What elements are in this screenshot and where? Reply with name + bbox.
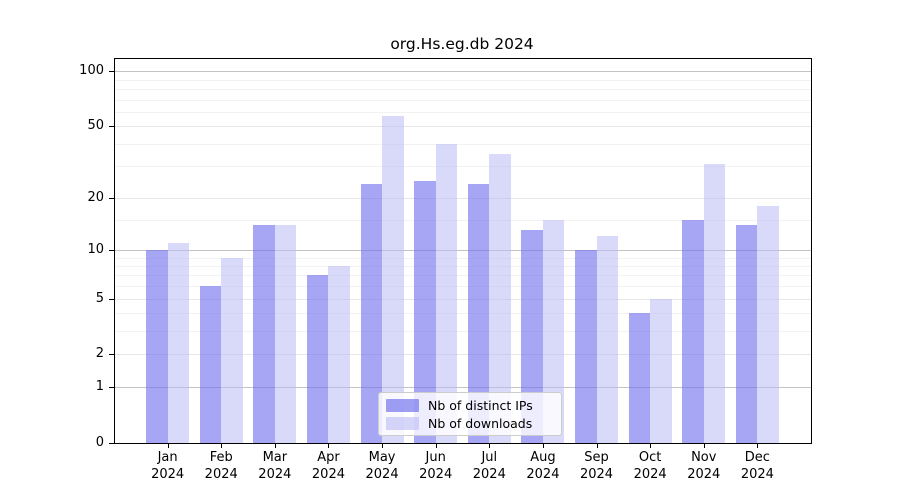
legend-label-distinct-ips: Nb of distinct IPs [428,397,533,413]
x-tick-mark-dec [757,444,759,448]
gridline-y-80 [115,88,811,90]
bar-downloads-aug [542,219,565,443]
gridline-y-6 [115,286,811,288]
chart-title: org.Hs.eg.db 2024 [390,35,534,53]
y-tick-label-1: 1 [95,379,104,395]
x-tick-label-jul: Jul 2024 [472,450,506,482]
x-tick-mark-nov [703,444,705,448]
gridline-y-4 [115,313,811,315]
axis-spine-left [114,58,115,444]
x-tick-label-sep: Sep 2024 [579,450,614,482]
bar-distinct-ips-nov [682,219,704,443]
gridline-y-30 [115,166,811,168]
x-tick-label-mar: Mar 2024 [258,450,292,482]
x-tick-label-nov: Nov 2024 [687,450,721,482]
bar-distinct-ips-jun [414,180,436,443]
gridline-y-3 [115,331,811,333]
bar-distinct-ips-apr [307,275,329,443]
x-tick-mark-sep [596,444,598,448]
gridline-y-7 [115,275,811,277]
x-tick-label-jun: Jun 2024 [419,450,453,482]
bar-downloads-mar [274,224,297,443]
y-tick-mark-5 [109,298,114,300]
y-tick-label-5: 5 [95,290,104,306]
bar-downloads-oct [650,298,672,443]
bar-downloads-sep [596,236,618,443]
x-tick-label-dec: Dec 2024 [740,450,774,482]
y-tick-mark-10 [109,249,114,251]
axis-spine-top [114,58,812,59]
legend-label-downloads: Nb of downloads [428,415,533,431]
bar-distinct-ips-may [360,183,383,443]
x-tick-mark-jan [167,444,169,448]
gridline-y-100 [115,71,811,73]
bar-distinct-ips-aug [521,230,543,443]
y-tick-label-2: 2 [95,346,104,362]
y-tick-mark-20 [109,197,114,199]
x-tick-label-may: May 2024 [365,450,399,482]
bar-downloads-jan [167,242,190,443]
gridline-y-9 [115,257,811,259]
legend-swatch-distinct-ips [386,398,419,412]
gridline-y-50 [115,126,811,128]
gridline-y-2 [115,354,811,356]
bar-downloads-nov [703,163,726,443]
x-tick-label-jan: Jan 2024 [151,450,185,482]
x-tick-mark-aug [542,444,544,448]
gridline-y-8 [115,265,811,267]
x-tick-mark-jul [489,444,491,448]
legend-entry-distinct-ips: Nb of distinct IPs [386,398,554,413]
x-tick-label-apr: Apr 2024 [311,450,345,482]
gridline-y-5 [115,298,811,300]
gridline-y-40 [115,143,811,145]
gridline-y-1 [115,387,811,389]
x-tick-label-feb: Feb 2024 [204,450,238,482]
bar-downloads-dec [757,205,779,443]
x-tick-mark-jun [435,444,437,448]
legend-entry-downloads: Nb of downloads [386,416,554,431]
gridline-y-70 [115,99,811,101]
y-tick-label-10: 10 [87,241,104,257]
bar-downloads-jul [489,154,511,443]
bar-downloads-may [382,115,404,443]
bar-downloads-apr [328,265,350,443]
axis-spine-right [811,58,812,444]
gridline-y-15 [115,219,811,221]
y-tick-label-20: 20 [87,189,104,205]
x-tick-mark-mar [274,444,276,448]
x-tick-mark-feb [221,444,223,448]
gridline-y-60 [115,111,811,113]
bar-distinct-ips-jul [467,183,490,443]
x-tick-mark-may [382,444,384,448]
y-tick-mark-100 [109,71,114,73]
y-tick-label-50: 50 [87,118,104,134]
bar-distinct-ips-sep [575,249,597,443]
x-tick-label-aug: Aug 2024 [526,450,560,482]
axis-spine-bottom [114,443,812,444]
bar-distinct-ips-oct [628,313,651,443]
legend-swatch-downloads [386,416,419,430]
bar-downloads-jun [435,143,458,443]
bar-distinct-ips-mar [253,224,275,443]
gridline-y-90 [115,79,811,81]
x-tick-label-oct: Oct 2024 [633,450,667,482]
bar-distinct-ips-jan [146,249,168,443]
legend: Nb of distinct IPs Nb of downloads [378,392,562,436]
bar-distinct-ips-feb [199,286,222,443]
y-tick-mark-50 [109,126,114,128]
gridline-y-20 [115,197,811,199]
x-tick-mark-oct [650,444,652,448]
y-tick-mark-0 [109,443,114,444]
y-tick-label-0: 0 [95,435,104,450]
y-tick-mark-1 [109,387,114,389]
gridline-y-10 [115,249,811,251]
bar-distinct-ips-dec [735,224,758,443]
x-tick-mark-apr [328,444,330,448]
bar-downloads-feb [221,257,243,443]
y-tick-mark-2 [109,354,114,356]
y-tick-label-100: 100 [79,63,104,79]
